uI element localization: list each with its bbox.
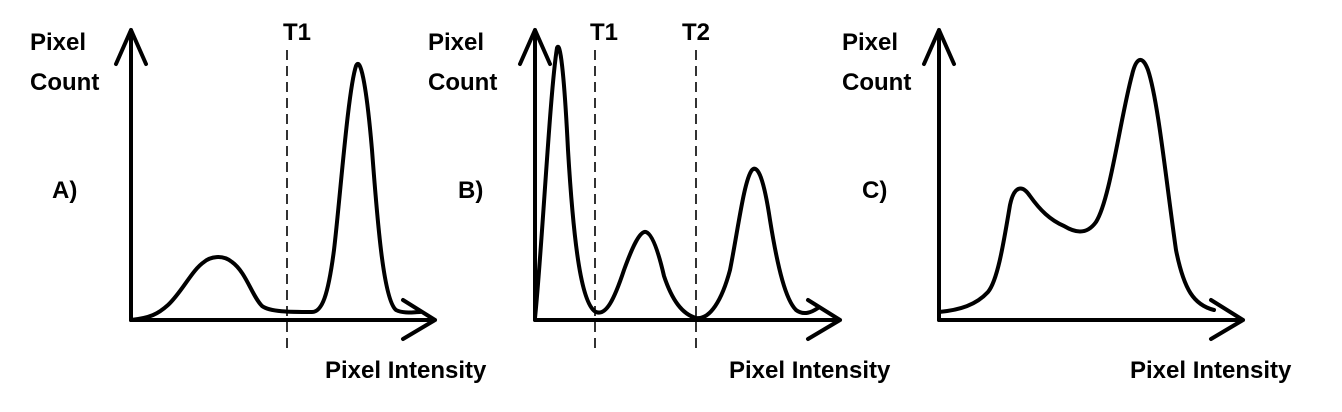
panel-a-y-label-line1: Pixel [30,29,86,56]
panel-a: Pixel Count A) T1 Pixel Intensity [30,19,487,384]
panel-c-label: C) [862,177,887,204]
panel-b-threshold-t2-label: T2 [682,19,710,46]
panel-c-x-axis [937,298,1245,341]
panel-b-histogram-curve [533,44,820,321]
panel-c-y-label-line2: Count [842,69,911,96]
panel-a-x-axis [129,298,437,341]
panel-a-threshold-t1-label: T1 [283,19,311,46]
panel-a-y-label-line2: Count [30,69,99,96]
panel-b: Pixel Count B) T1 T2 Pixel Intensity [428,19,891,384]
panel-b-threshold-t1-label: T1 [590,19,618,46]
panel-b-y-label-line2: Count [428,69,497,96]
panel-b-label: B) [458,177,483,204]
panel-c-y-axis [922,28,956,322]
panel-c-histogram-curve [937,58,1216,314]
panel-b-y-label-line1: Pixel [428,29,484,56]
panel-c: Pixel Count C) Pixel Intensity [842,28,1292,384]
panel-b-y-axis [518,28,552,322]
panel-c-x-label: Pixel Intensity [1130,357,1292,384]
panel-a-label: A) [52,177,77,204]
panel-a-y-axis [114,28,148,322]
panel-a-x-label: Pixel Intensity [325,357,487,384]
panel-a-histogram-curve [129,61,422,322]
panel-c-y-label-line1: Pixel [842,29,898,56]
panel-b-x-label: Pixel Intensity [729,357,891,384]
